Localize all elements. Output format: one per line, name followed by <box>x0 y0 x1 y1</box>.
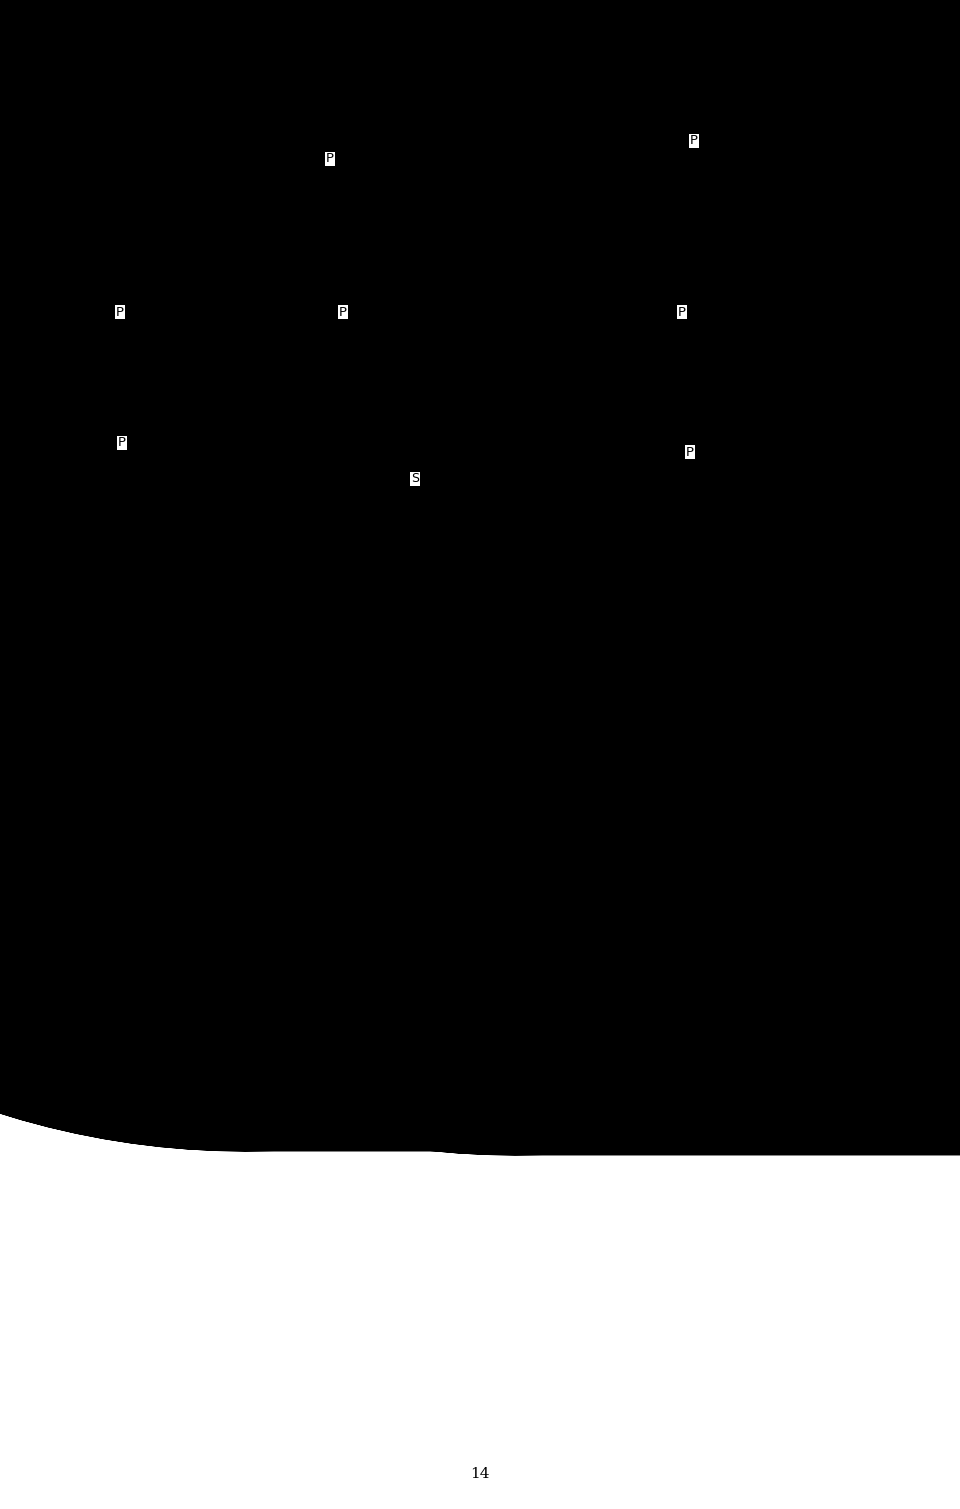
Text: 25: 25 <box>320 198 341 211</box>
Text: O: O <box>348 133 356 145</box>
Text: hatására deszulfurizálódik, így alakul ki végtermékként az olefin (10. ábra). Na: hatására deszulfurizálódik, így alakul k… <box>50 856 783 874</box>
Text: O: O <box>109 290 119 302</box>
Text: O: O <box>369 297 377 311</box>
Text: O: O <box>704 457 712 471</box>
Text: O: O <box>117 447 127 460</box>
Text: S: S <box>716 115 724 127</box>
Text: O: O <box>667 457 677 471</box>
Text: P: P <box>678 305 686 318</box>
Text: /: / <box>140 410 144 424</box>
Text: 14: 14 <box>470 1467 490 1480</box>
Text: aszimmetrikus reakciókat, melyekben egy diénre addicionálódik a dialkil-: aszimmetrikus reakciókat, melyekben egy … <box>50 20 637 38</box>
Text: O: O <box>100 299 108 312</box>
Text: S: S <box>355 296 363 308</box>
Text: alkének előállítása során¹⁹. Mindkét esetben egy oxo-vegyületből indultak ki, am: alkének előállítása során¹⁹. Mindkét ese… <box>50 727 723 745</box>
Text: O: O <box>661 305 671 318</box>
Text: S: S <box>118 282 126 294</box>
Text: /: / <box>642 94 647 109</box>
Text: /: / <box>706 275 710 290</box>
Text: P: P <box>339 305 347 318</box>
Text: NaBH$_4$: NaBH$_4$ <box>732 234 779 250</box>
Text: A dialkil-tiofoszfátok szintetikus alkalmazásai az 1990-es évektől kezdve nyerte: A dialkil-tiofoszfátok szintetikus alkal… <box>50 650 743 668</box>
Text: /: / <box>370 143 374 158</box>
Text: P: P <box>118 436 126 450</box>
Text: 14: 14 <box>67 201 88 216</box>
Text: ⊖: ⊖ <box>87 426 96 436</box>
Text: O: O <box>665 145 675 157</box>
Text: S: S <box>331 127 339 140</box>
Text: savkloriodjával (26), és képződött a megfelelő α-szusztituált keton. Borohidride: savkloriodjával (26), és képződött a meg… <box>50 779 767 797</box>
Text: trimetilszilil-védett enolétert állítottak elő. Ez a vegyület reagál a dietil-ti: trimetilszilil-védett enolétert állított… <box>50 753 725 771</box>
Text: /: / <box>656 148 660 161</box>
Text: O: O <box>323 305 331 318</box>
Text: +: + <box>544 466 565 490</box>
Text: ⊖: ⊖ <box>133 281 142 291</box>
Text: ⊖: ⊖ <box>378 291 388 300</box>
Text: S: S <box>359 308 367 320</box>
Text: O: O <box>133 423 143 436</box>
Text: S: S <box>411 472 419 486</box>
Text: S: S <box>690 160 698 174</box>
Text: NaH: NaH <box>534 332 563 346</box>
Text: tiofoszfátok kitűnően alkalmazhatóak konjugált dieninek, valamint tri-, és tetra: tiofoszfátok kitűnően alkalmazhatóak kon… <box>50 702 783 720</box>
Text: P: P <box>686 445 694 459</box>
Text: HS: HS <box>276 148 294 161</box>
Text: O: O <box>711 152 721 166</box>
Text: nagyobb teret. Skowronska és munkatársai megállapították, hogy a különböző dialk: nagyobb teret. Skowronska és munkatársai… <box>50 676 737 694</box>
Text: SH: SH <box>90 445 106 457</box>
Text: P: P <box>690 134 698 148</box>
Text: /: / <box>650 462 655 475</box>
Text: /: / <box>718 462 722 475</box>
Text: O: O <box>671 293 681 306</box>
Text: +: + <box>248 146 269 171</box>
Text: S: S <box>686 430 694 442</box>
Text: ditiofoszforsavészter, majd intramolekuláris támadás során elimináció történik é: ditiofoszforsavészter, majd intramolekul… <box>50 42 729 60</box>
Text: O: O <box>132 299 140 312</box>
Text: /: / <box>157 429 162 442</box>
Text: O: O <box>678 460 686 472</box>
Text: S: S <box>694 308 702 320</box>
Text: O: O <box>145 435 155 448</box>
Text: O: O <box>667 115 677 127</box>
Text: 9.   ábra: 2,4-difeniltietán szintézise kalkonból (14).: 9. ábra: 2,4-difeniltietán szintézise ka… <box>245 602 715 617</box>
Text: alkil-csoportok esetében közepes mértékű enantioszelektivitás figyelhető meg.: alkil-csoportok esetében közepes mértékű… <box>50 880 679 898</box>
Text: során a foszforil-csoport az oxigénre vándorol, majd a szulfidion intramolekulár: során a foszforil-csoport az oxigénre vá… <box>50 804 780 821</box>
Text: P: P <box>116 305 124 318</box>
Text: /: / <box>636 275 640 290</box>
Text: ⊖: ⊖ <box>680 471 688 481</box>
Text: O: O <box>332 293 342 306</box>
Text: /: / <box>370 160 374 174</box>
Text: P: P <box>326 152 334 166</box>
Text: /: / <box>89 272 94 285</box>
Text: enantiotiszta gyűrűs vegyületet eredményezve¹⁸.: enantiotiszta gyűrűs vegyületet eredmény… <box>50 66 439 85</box>
Text: O: O <box>348 172 356 186</box>
Text: következtében a foszfátcsoport távozik. Az így keletkező episzulfid viszont trie: következtében a foszfátcsoport távozik. … <box>50 830 785 848</box>
Text: OH: OH <box>776 344 795 356</box>
Text: O: O <box>147 122 156 136</box>
Text: S: S <box>694 296 702 308</box>
Text: S: S <box>100 282 108 294</box>
